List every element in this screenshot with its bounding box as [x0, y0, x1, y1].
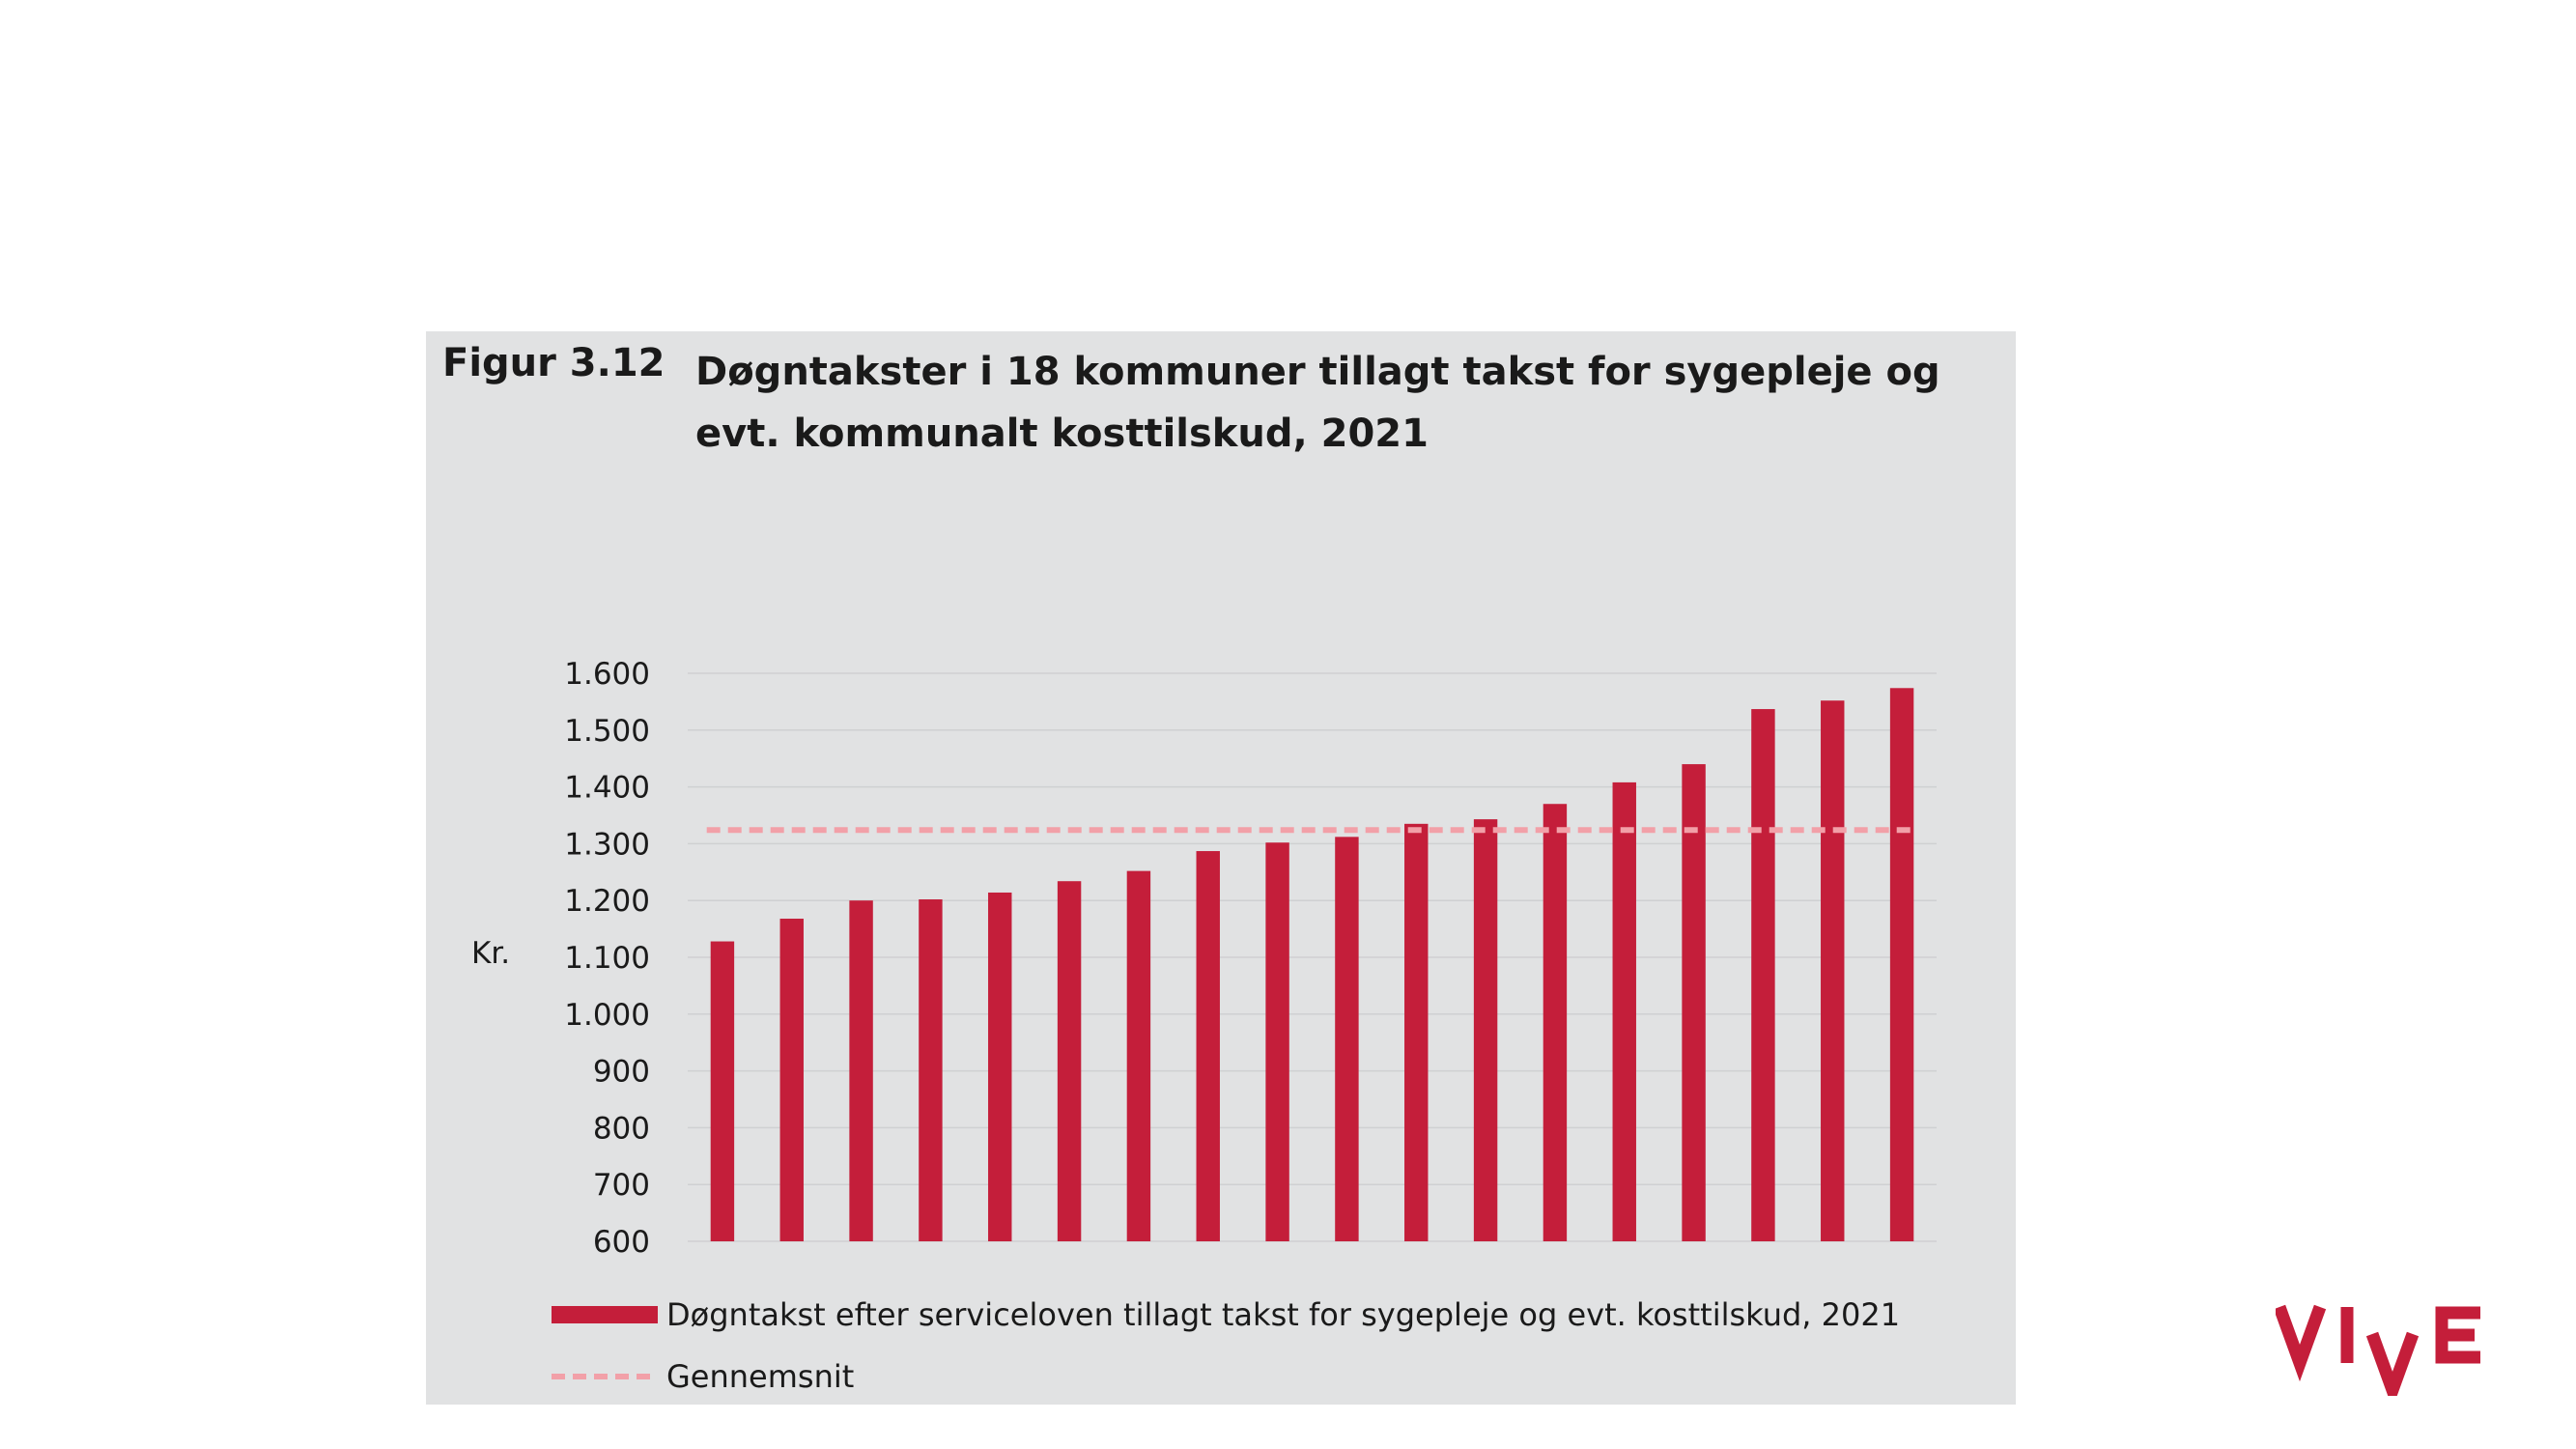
y-tick-label: 1.100	[564, 941, 650, 976]
bar	[1682, 764, 1706, 1241]
bar	[849, 900, 873, 1241]
figure-panel	[426, 331, 2016, 1405]
legend-bar-label: Døgntakst efter serviceloven tillagt tak…	[666, 1296, 1900, 1333]
y-tick-label: 900	[593, 1055, 650, 1090]
bar	[1126, 870, 1151, 1241]
bar	[1889, 688, 1914, 1241]
legend: Døgntakst efter serviceloven tillagt tak…	[552, 1296, 1900, 1395]
bar	[1196, 851, 1220, 1241]
bars	[710, 688, 1914, 1241]
bar	[1335, 837, 1359, 1241]
bar	[1265, 842, 1289, 1241]
y-tick-label: 1.400	[564, 771, 650, 806]
y-tick-label: 1.000	[564, 998, 650, 1033]
vive-logo	[2276, 1304, 2480, 1396]
bar	[1543, 804, 1568, 1241]
bar	[1057, 881, 1082, 1241]
y-tick-label: 1.600	[564, 657, 650, 692]
bar	[1473, 819, 1498, 1241]
gridlines	[688, 672, 1937, 1242]
bar	[1751, 709, 1775, 1241]
bar	[779, 919, 804, 1241]
y-tick-label: 1.200	[564, 884, 650, 919]
y-tick-labels: 600 700 800 900 1.000 1.100 1.200 1.300 1.400 1.5…	[564, 657, 650, 1260]
bar	[988, 892, 1012, 1241]
legend-average-label: Gennemsnit	[666, 1358, 854, 1395]
bar	[710, 941, 735, 1241]
y-tick-label: 600	[593, 1225, 650, 1260]
y-tick-label: 700	[593, 1168, 650, 1203]
bar	[919, 899, 943, 1241]
bar	[1612, 781, 1636, 1241]
figure-label: Figur 3.12	[442, 341, 665, 385]
figure-title: Døgntakster i 18 kommuner tillagt takst …	[695, 350, 1940, 456]
y-tick-label: 1.300	[564, 827, 650, 862]
bar	[1821, 700, 1845, 1241]
y-tick-label: 1.500	[564, 714, 650, 749]
y-axis-label: Kr.	[471, 936, 510, 971]
legend-bar-swatch	[552, 1306, 658, 1323]
y-tick-label: 800	[593, 1111, 650, 1146]
bar	[1404, 823, 1429, 1241]
